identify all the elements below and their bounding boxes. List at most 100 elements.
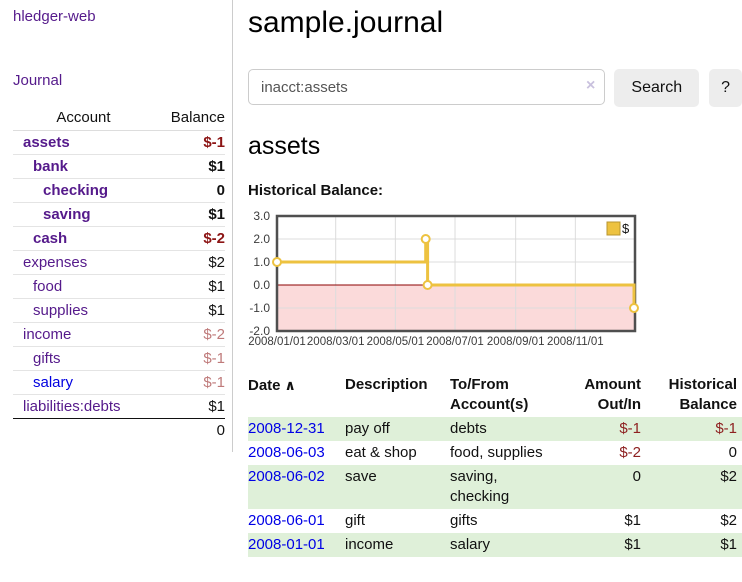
sidebar-account-link[interactable]: saving	[43, 206, 91, 223]
account-heading: assets	[248, 132, 321, 160]
svg-text:-2.0: -2.0	[249, 324, 270, 338]
sidebar-account-link[interactable]: assets	[23, 134, 70, 151]
account-balance: $1	[153, 202, 225, 227]
sidebar: hledger-web Journal Account Balance asse…	[0, 0, 233, 452]
account-row: bank $1	[13, 154, 225, 179]
svg-text:2008/09/01: 2008/09/01	[487, 336, 545, 348]
transaction-row: 2008-06-02 save saving, checking 0 $2	[248, 465, 742, 509]
register-table: Date ∧ Description To/From Account(s) Amount…	[248, 373, 742, 557]
sidebar-account-link[interactable]: expenses	[23, 254, 88, 271]
transaction-balance: $2	[720, 468, 737, 485]
transaction-accounts: salary	[450, 536, 491, 553]
sidebar-account-link[interactable]: liabilities:debts	[23, 398, 121, 415]
brand-link[interactable]: hledger-web	[13, 8, 96, 25]
account-row: saving $1	[13, 202, 225, 227]
sidebar-account-link[interactable]: cash	[33, 230, 68, 247]
transaction-date-link[interactable]: 2008-12-31	[248, 420, 325, 437]
sidebar-account-link[interactable]: checking	[43, 182, 109, 199]
transaction-accounts: saving, checking	[450, 468, 510, 505]
transaction-balance: $1	[720, 536, 737, 553]
transaction-amount: $1	[624, 536, 641, 553]
account-balance: $1	[153, 298, 225, 323]
transaction-row: 2008-06-01 gift gifts $1 $2	[248, 509, 742, 533]
transaction-date-link[interactable]: 2008-01-01	[248, 536, 325, 553]
account-balance: $2	[153, 250, 225, 275]
transaction-accounts: food, supplies	[450, 444, 543, 461]
transaction-balance: $2	[720, 512, 737, 529]
transaction-amount: $-2	[619, 444, 641, 461]
svg-text:2008/01/01: 2008/01/01	[248, 336, 306, 348]
account-balance: $-2	[153, 322, 225, 347]
transaction-date-link[interactable]: 2008-06-02	[248, 468, 325, 485]
sidebar-account-link[interactable]: gifts	[33, 350, 61, 367]
svg-text:2008/11/01: 2008/11/01	[547, 336, 604, 348]
account-row: assets $-1	[13, 130, 225, 155]
svg-text:2008/05/01: 2008/05/01	[367, 336, 425, 348]
account-balance: 0	[153, 178, 225, 203]
svg-text:1.0: 1.0	[253, 255, 270, 269]
account-balance: $-1	[153, 346, 225, 371]
transaction-accounts: debts	[450, 420, 487, 437]
main-content: sample.journal × Search ? assets Histori…	[248, 0, 742, 557]
sidebar-account-link[interactable]: income	[23, 326, 72, 343]
transaction-amount: $-1	[619, 420, 641, 437]
clear-search-icon[interactable]: ×	[586, 77, 596, 94]
account-balance: $1	[153, 274, 225, 299]
page-title: sample.journal	[248, 6, 444, 39]
sidebar-item-journal[interactable]: Journal	[13, 72, 63, 89]
account-balance: $-2	[153, 226, 225, 251]
transaction-description: gift	[345, 512, 366, 529]
sidebar-account-link[interactable]: supplies	[33, 302, 89, 319]
register-col-description: Description	[345, 376, 428, 393]
transaction-date-link[interactable]: 2008-06-01	[248, 512, 325, 529]
help-button[interactable]: ?	[709, 69, 742, 107]
search-form: × Search ?	[248, 69, 742, 107]
transaction-row: 2008-01-01 income salary $1 $1	[248, 533, 742, 557]
account-row: gifts $-1	[13, 346, 225, 371]
account-balance: $-1	[153, 130, 225, 155]
transaction-row: 2008-12-31 pay off debts $-1 $-1	[248, 417, 742, 441]
sidebar-account-link[interactable]: food	[33, 278, 63, 295]
transaction-row: 2008-06-03 eat & shop food, supplies $-2 0	[248, 441, 742, 465]
sort-asc-icon: ∧	[284, 377, 296, 393]
register-col-date[interactable]: Date ∧	[248, 377, 296, 394]
accounts-table: Account Balance assets $-1 bank $1 checking 0…	[13, 106, 225, 442]
account-row: cash $-2	[13, 226, 225, 251]
svg-text:3.0: 3.0	[253, 210, 270, 223]
account-row: supplies $1	[13, 298, 225, 323]
transaction-date-link[interactable]: 2008-06-03	[248, 444, 325, 461]
svg-text:0.0: 0.0	[253, 278, 270, 292]
accounts-total-value: 0	[153, 418, 225, 442]
register-col-historical-balance: Historical Balance	[668, 376, 737, 413]
account-row: checking 0	[13, 178, 225, 203]
svg-text:$: $	[622, 221, 630, 236]
account-row: liabilities:debts $1	[13, 395, 225, 419]
search-button[interactable]: Search	[614, 69, 700, 107]
svg-text:2.0: 2.0	[253, 232, 270, 246]
transaction-description: eat & shop	[345, 444, 417, 461]
transaction-balance: 0	[728, 444, 737, 461]
account-row: expenses $2	[13, 250, 225, 275]
chart-title: Historical Balance:	[248, 182, 384, 199]
transaction-balance: $-1	[715, 420, 737, 437]
transaction-amount: $1	[624, 512, 641, 529]
svg-text:-1.0: -1.0	[249, 301, 270, 315]
transaction-accounts: gifts	[450, 512, 478, 529]
transaction-description: pay off	[345, 420, 390, 437]
account-row: food $1	[13, 274, 225, 299]
account-balance: $1	[208, 398, 225, 415]
transaction-amount: 0	[632, 468, 641, 485]
account-row: income $-2	[13, 322, 225, 347]
sidebar-account-link[interactable]: bank	[33, 158, 69, 175]
svg-text:2008/03/01: 2008/03/01	[307, 336, 365, 348]
historical-balance-chart[interactable]: $3.0 2.0 1.0 0.0 -1.0 -2.0 2008/01/01 2008/03/0…	[243, 209, 742, 354]
transaction-description: income	[345, 536, 394, 553]
transaction-description: save	[345, 468, 377, 485]
accounts-col-balance: Balance	[153, 106, 225, 131]
accounts-col-account: Account	[13, 106, 154, 131]
account-row: salary $-1	[13, 370, 225, 395]
account-balance: $1	[153, 154, 225, 179]
search-input[interactable]	[248, 69, 606, 105]
register-col-amount-out-in: Amount Out/In	[584, 376, 641, 413]
sidebar-account-link[interactable]: salary	[33, 374, 74, 391]
